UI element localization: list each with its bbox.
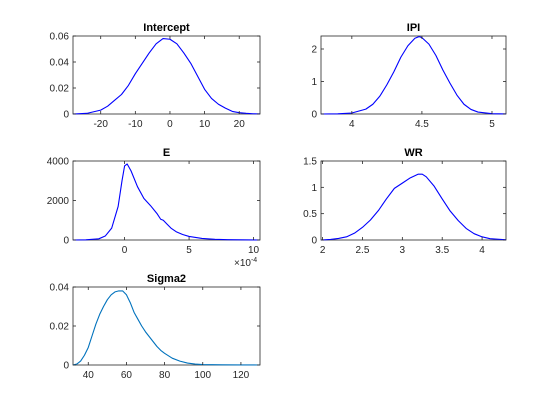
chart-ipi-ytick-label: 2 — [311, 45, 317, 56]
chart-intercept-xtick-label: 10 — [199, 119, 211, 130]
chart-wr-axes — [320, 160, 507, 241]
chart-sigma2-xtick-label: 80 — [159, 370, 171, 381]
chart-intercept-ytick-label: 0.06 — [50, 32, 70, 43]
chart-wr-xtick-label: 2.5 — [356, 245, 370, 256]
chart-sigma2-xtick-label: 120 — [233, 370, 250, 381]
chart-ipi-xtick-label: 4 — [349, 119, 355, 130]
chart-wr-xtick-label: 2 — [320, 245, 326, 256]
chart-wr-ytick-label: 0.5 — [303, 209, 317, 220]
chart-sigma2-density-line — [72, 290, 261, 366]
chart-e: 0 5 10 0 2000 4000 E ×10-4 — [47, 147, 261, 269]
chart-sigma2-title: Sigma2 — [147, 273, 186, 285]
chart-intercept-ytick-label: 0.02 — [50, 84, 70, 95]
chart-sigma2-xtick-label: 40 — [83, 370, 95, 381]
chart-e-exponent-label: ×10-4 — [234, 257, 257, 269]
chart-e-xtick-label: 0 — [122, 245, 128, 256]
chart-wr-ytick-label: 1.5 — [303, 157, 317, 168]
chart-wr-xtick-label: 3.5 — [435, 245, 449, 256]
chart-e-ytick-label: 2000 — [47, 196, 70, 207]
chart-e-xtick-label: 10 — [248, 245, 260, 256]
chart-wr-xtick-label: 4 — [479, 245, 485, 256]
chart-ipi-xtick-label: 5 — [489, 119, 495, 130]
chart-sigma2-xtick-label: 100 — [194, 370, 211, 381]
chart-ipi-density-line — [320, 36, 507, 115]
chart-sigma2: 40 60 80 100 120 0 0.02 0.04 Sigma2 — [50, 273, 261, 381]
chart-ipi-title: IPI — [407, 22, 420, 34]
chart-ipi: 4 4.5 5 0 1 2 IPI — [311, 22, 507, 130]
chart-ipi-ytick-label: 1 — [311, 77, 317, 88]
chart-e-xtick-label: 5 — [186, 245, 192, 256]
chart-intercept-ytick-label: 0 — [63, 110, 69, 121]
chart-wr-xtick-label: 3 — [400, 245, 406, 256]
chart-intercept-xtick-label: 0 — [167, 119, 173, 130]
chart-sigma2-ytick-label: 0.04 — [50, 283, 70, 294]
chart-wr-density-line — [320, 173, 507, 241]
chart-intercept-title: Intercept — [143, 22, 190, 34]
chart-wr-title: WR — [404, 147, 422, 159]
chart-ipi-ytick-label: 0 — [311, 110, 317, 121]
chart-e-density-line — [72, 163, 261, 241]
chart-wr: 2 2.5 3 3.5 4 0 0.5 1 1.5 WR — [303, 147, 507, 256]
chart-ipi-axes — [320, 35, 507, 115]
chart-sigma2-ytick-label: 0.02 — [50, 322, 70, 333]
chart-intercept-xtick-label: 20 — [234, 119, 246, 130]
chart-sigma2-xtick-label: 60 — [121, 370, 133, 381]
chart-sigma2-ytick-label: 0 — [63, 361, 69, 372]
chart-e-axes — [72, 160, 261, 241]
chart-ipi-xtick-label: 4.5 — [415, 119, 429, 130]
chart-sigma2-axes — [72, 286, 261, 366]
chart-intercept-xtick-label: -10 — [128, 119, 143, 130]
chart-e-title: E — [163, 147, 170, 159]
chart-intercept-xtick-label: -20 — [93, 119, 108, 130]
chart-wr-ytick-label: 1 — [311, 183, 317, 194]
chart-wr-ytick-label: 0 — [311, 236, 317, 247]
chart-intercept: -20 -10 0 10 20 0 0.02 0.04 0.06 Intercept — [50, 22, 261, 130]
chart-intercept-density-line — [72, 38, 261, 115]
chart-e-ytick-label: 4000 — [47, 157, 70, 168]
chart-e-ytick-label: 0 — [63, 236, 69, 247]
chart-intercept-axes — [72, 35, 261, 115]
chart-intercept-ytick-label: 0.04 — [50, 58, 70, 69]
